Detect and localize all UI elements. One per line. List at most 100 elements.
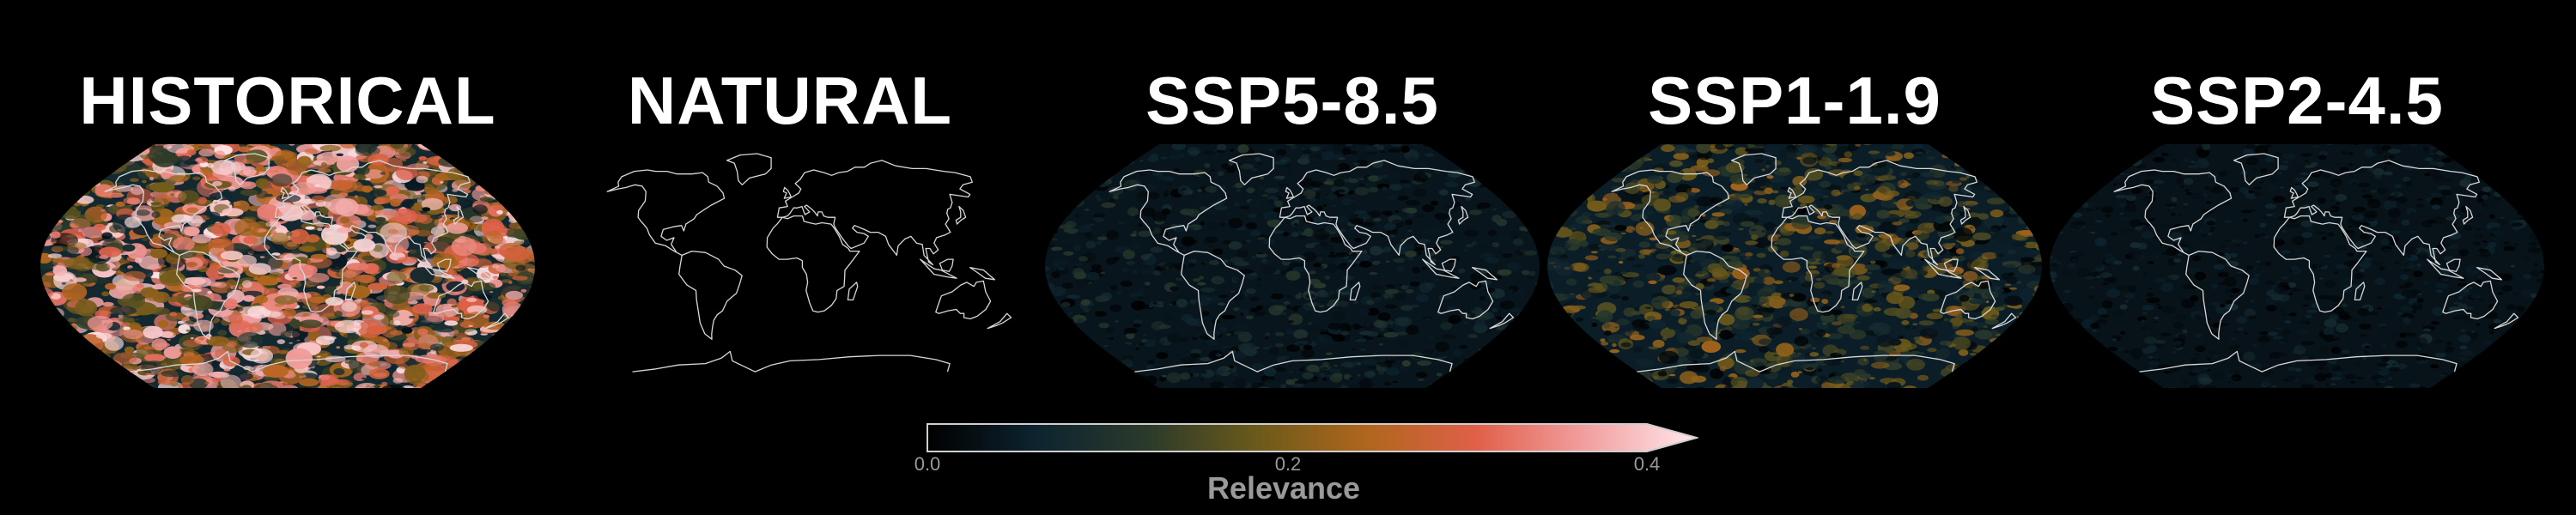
coastline-southAmerica — [1683, 250, 1747, 340]
coastline-borneo — [1441, 258, 1456, 272]
relevance-field — [1547, 144, 2042, 388]
panel-title: NATURAL — [627, 63, 953, 138]
coastline-southAmerica — [176, 250, 240, 340]
coastline-madagascar — [1851, 282, 1863, 301]
coastline-borneo — [1943, 258, 1959, 272]
coastlines — [606, 153, 1012, 373]
coastline-newZealand — [987, 312, 1012, 330]
coastline-uk — [782, 186, 792, 199]
relevance-map — [1547, 144, 2042, 388]
coastline-northAmerica — [1109, 169, 1228, 257]
coastline-antarctica — [1134, 350, 1453, 373]
coastline-japan — [2462, 205, 2474, 225]
coastline-borneo — [436, 258, 452, 272]
coastline-indonesia — [1924, 258, 1962, 279]
relevance-map — [1045, 144, 1540, 388]
coastline-newZealand — [2494, 312, 2519, 330]
panel-ssp585: SSP5-8.5 — [1043, 0, 1541, 403]
coastline-greenland — [726, 153, 772, 185]
coastline-australia — [935, 280, 992, 320]
coastline-borneo — [939, 258, 954, 272]
panel-title: SSP1-1.9 — [1648, 63, 1941, 138]
coastline-southAmerica — [2185, 250, 2250, 340]
coastline-antarctica — [1637, 350, 1955, 373]
coastline-uk — [1285, 186, 1294, 199]
panel-title: SSP2-4.5 — [2150, 63, 2444, 138]
panel-title: HISTORICAL — [79, 63, 496, 138]
relevance-field — [40, 144, 535, 388]
coastline-japan — [1457, 205, 1469, 225]
relevance-field — [2050, 144, 2544, 388]
colorbar — [927, 423, 1698, 452]
coastline-eurasia — [274, 160, 471, 266]
relevance-field — [1045, 144, 1540, 388]
coastline-australia — [2442, 280, 2499, 320]
coastline-japan — [955, 205, 967, 225]
coastline-australia — [1940, 280, 1996, 320]
relevance-map — [606, 153, 1012, 373]
coastline-northAmerica — [606, 169, 726, 257]
coastline-uk — [280, 186, 289, 199]
coastline-southAmerica — [1181, 250, 1245, 340]
coastline-africa — [264, 215, 358, 313]
colorbar-tick-mid: 0.2 — [1274, 453, 1302, 475]
colorbar-label: Relevance — [1206, 470, 1361, 506]
coastline-africa — [2273, 215, 2367, 313]
panel-historical: HISTORICAL — [39, 0, 537, 403]
coastline-africa — [1771, 215, 1865, 313]
coastline-madagascar — [2354, 282, 2366, 301]
colorbar-fill — [927, 423, 1698, 452]
coastline-newGuinea — [1471, 266, 1498, 281]
coastline-greenland — [1228, 153, 1274, 185]
coastline-southAmerica — [678, 250, 743, 340]
coastline-indonesia — [1422, 258, 1460, 279]
coastline-newZealand — [1991, 312, 2017, 330]
coastline-madagascar — [1349, 282, 1361, 301]
coastline-newGuinea — [2476, 266, 2503, 281]
panel-ssp245: SSP2-4.5 — [2048, 0, 2546, 403]
coastline-antarctica — [2139, 350, 2458, 373]
relevance-map — [2050, 144, 2544, 388]
coastline-indonesia — [920, 258, 957, 279]
coastlines — [1109, 153, 1515, 373]
coastline-newGuinea — [1973, 266, 2001, 281]
coastline-newZealand — [484, 312, 510, 330]
coastline-japan — [1959, 205, 1971, 225]
coastline-africa — [1268, 215, 1363, 313]
panel-title: SSP5-8.5 — [1145, 63, 1439, 138]
colorbar-tick-max: 0.4 — [1633, 453, 1661, 475]
coastline-eurasia — [1781, 160, 1978, 266]
coastline-eurasia — [776, 160, 973, 266]
coastline-uk — [1787, 186, 1796, 199]
coastline-greenland — [2233, 153, 2279, 185]
coastline-greenland — [1730, 153, 1777, 185]
coastline-eurasia — [2283, 160, 2480, 266]
coastline-newZealand — [1489, 312, 1515, 330]
coastline-madagascar — [344, 282, 356, 301]
coastlines — [1611, 153, 2017, 373]
coastline-australia — [1437, 280, 1494, 320]
coastline-greenland — [223, 153, 270, 185]
coastline-madagascar — [847, 282, 859, 301]
coastline-indonesia — [2427, 258, 2464, 279]
coastline-uk — [2289, 186, 2299, 199]
coastline-northAmerica — [2113, 169, 2233, 257]
relevance-map — [40, 144, 535, 388]
coastline-australia — [433, 280, 489, 320]
panel-natural: NATURAL — [541, 0, 1039, 403]
coastline-antarctica — [632, 350, 951, 373]
coastlines — [104, 153, 510, 373]
coastline-northAmerica — [1611, 169, 1730, 257]
panel-ssp119: SSP1-1.9 — [1546, 0, 2044, 403]
coastline-japan — [453, 205, 465, 225]
coastline-northAmerica — [104, 169, 223, 257]
colorbar-tick-min: 0.0 — [914, 453, 941, 475]
coastline-eurasia — [1279, 160, 1475, 266]
coastline-borneo — [2445, 258, 2461, 272]
coastline-newGuinea — [466, 266, 494, 281]
coastline-indonesia — [417, 258, 455, 279]
coastlines — [2113, 153, 2519, 373]
coastline-antarctica — [130, 350, 448, 373]
coastline-africa — [766, 215, 860, 313]
coastline-newGuinea — [969, 266, 996, 281]
